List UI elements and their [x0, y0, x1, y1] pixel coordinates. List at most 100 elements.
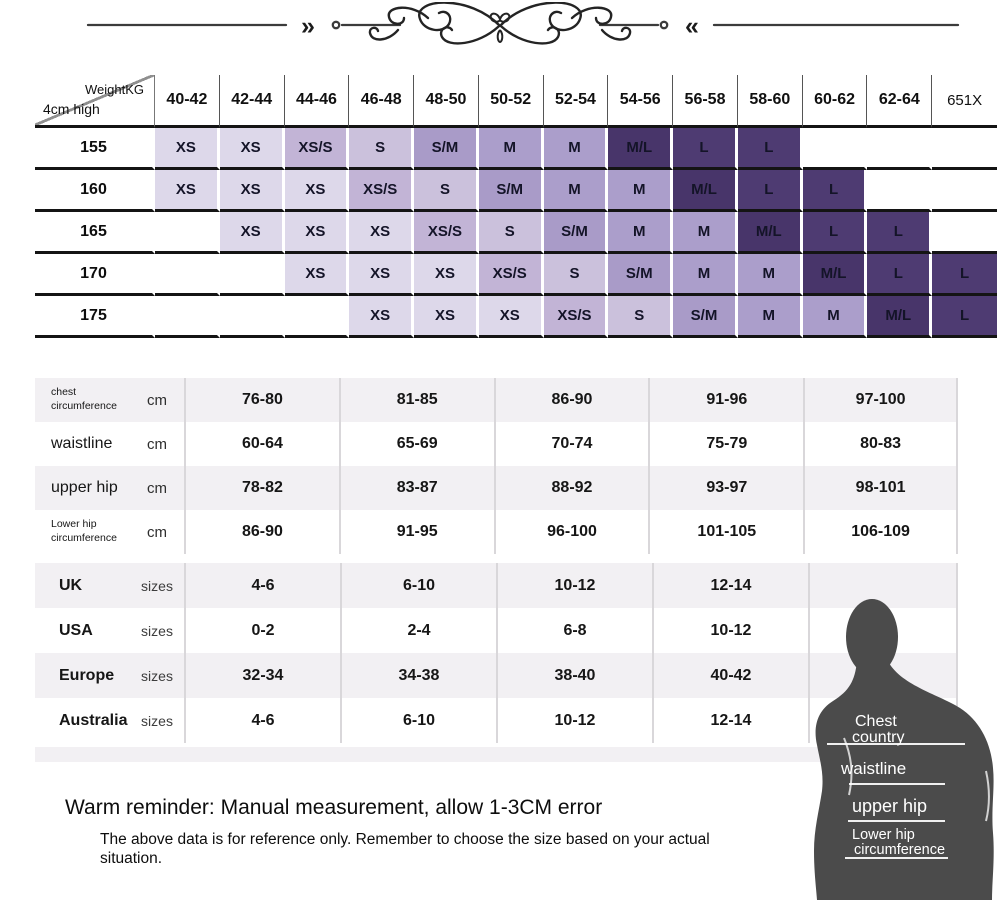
size-cell: M — [737, 296, 803, 338]
corner-height-label: 4cm high — [43, 101, 100, 117]
measurement-label-text: chest circumference — [51, 386, 117, 412]
measurement-value-cell: 106-109 — [803, 510, 958, 554]
measurement-row: chest circumference cm 76-80 81-85 86-90 91-9… — [35, 378, 958, 422]
size-cell: M — [608, 170, 674, 212]
country-label-text: Australia — [59, 711, 128, 729]
weight-header-cell: 58-60 — [737, 75, 803, 128]
unit-label: cm — [130, 422, 184, 466]
country-label: Europe — [35, 653, 130, 698]
size-cell: XS — [284, 212, 350, 254]
sizes-unit-label: sizes — [130, 608, 184, 653]
weight-header-cell: 40-42 — [155, 75, 220, 128]
matrix-header: WeightKG 4cm high 40-42 42-44 44-46 46-48 48-5… — [35, 75, 997, 128]
size-cell: M — [802, 296, 868, 338]
size-cell — [284, 296, 350, 338]
figure-waistline-label: waistline — [840, 759, 906, 778]
measurement-row: waistline cm 60-64 65-69 70-74 75-79 80-83 — [35, 422, 958, 466]
flourish-center-ornament — [489, 12, 511, 44]
size-cell: L — [737, 170, 803, 212]
country-size-value-cell: 10-12 — [652, 608, 808, 653]
size-cell: XS/S — [543, 296, 609, 338]
size-cell: M — [543, 128, 609, 170]
measurement-value-cell: 60-64 — [184, 422, 339, 466]
weight-header-cell: 50-52 — [478, 75, 544, 128]
size-cell — [802, 128, 868, 170]
figure-chest-label: Chest — [855, 713, 897, 730]
measurement-value-cell: 96-100 — [493, 510, 649, 554]
unit-label: cm — [130, 466, 184, 510]
weight-header-cell: 46-48 — [349, 75, 415, 128]
weight-header-cell: 62-64 — [867, 75, 933, 128]
size-cell: S/M — [608, 254, 674, 296]
size-cell: M — [737, 254, 803, 296]
measurement-table-body: chest circumference cm 76-80 81-85 86-90 91-9… — [35, 378, 958, 554]
size-cell: S — [349, 128, 415, 170]
country-size-value-cell: 40-42 — [652, 653, 808, 698]
country-size-value-cell: 32-34 — [184, 653, 340, 698]
figure-country-label: country — [852, 729, 904, 746]
size-cell: L — [867, 254, 933, 296]
country-label: UK — [35, 563, 130, 608]
country-label-text: USA — [59, 621, 93, 639]
size-cell: XS/S — [414, 212, 479, 254]
size-cell — [219, 254, 285, 296]
measurement-value-cell: 75-79 — [648, 422, 804, 466]
size-cell — [219, 296, 285, 338]
measurement-value-cell: 97-100 — [803, 378, 958, 422]
figure-upper-hip-label: upper hip — [852, 796, 927, 816]
weight-header-cell: 48-50 — [414, 75, 479, 128]
figure-measurement-lines — [827, 743, 965, 859]
country-size-row: UK sizes 4-6 6-10 10-12 12-14 — [35, 563, 958, 608]
country-size-value-cell: 6-10 — [340, 698, 496, 743]
measurement-label: Lower hip circumference — [35, 510, 130, 554]
size-cell: M/L — [737, 212, 803, 254]
size-cell: XS — [155, 128, 220, 170]
unit-label: cm — [130, 510, 184, 554]
height-header-cell: 160 — [35, 170, 155, 212]
size-cell — [932, 128, 997, 170]
measurement-value-cell: 80-83 — [803, 422, 958, 466]
weight-header-cell: 54-56 — [608, 75, 674, 128]
flourish-right-hook — [659, 20, 669, 30]
size-cell: XS — [284, 254, 350, 296]
size-cell: M/L — [673, 170, 738, 212]
measurement-row: Lower hip circumference cm 86-90 91-95 96-10… — [35, 510, 958, 554]
size-cell: S — [543, 254, 609, 296]
size-cell — [155, 254, 220, 296]
measurement-value-cell: 101-105 — [648, 510, 804, 554]
size-cell: S — [478, 212, 544, 254]
country-size-value-cell: 6-10 — [340, 563, 496, 608]
size-cell — [155, 296, 220, 338]
size-cell: M/L — [608, 128, 674, 170]
size-cell: XS — [155, 170, 220, 212]
weight-header-cell: 52-54 — [543, 75, 609, 128]
measurement-table: chest circumference cm 76-80 81-85 86-90 91-9… — [35, 378, 958, 554]
measurement-value-cell: 88-92 — [493, 466, 649, 510]
warm-reminder-text: Warm reminder: Manual measurement, allow… — [65, 796, 603, 819]
size-cell: L — [932, 254, 997, 296]
sizes-unit-label: sizes — [130, 698, 184, 743]
height-header-cell: 175 — [35, 296, 155, 338]
sizes-unit-label: sizes — [130, 563, 184, 608]
country-label-text: UK — [59, 576, 83, 594]
size-cell: M — [608, 212, 674, 254]
country-label: Australia — [35, 698, 130, 743]
measurement-value-cell: 91-96 — [648, 378, 804, 422]
measurement-label: chest circumference — [35, 378, 130, 422]
sizes-unit-label: sizes — [130, 653, 184, 698]
size-cell: S/M — [673, 296, 738, 338]
size-cell: S/M — [543, 212, 609, 254]
flourish-left-hook — [331, 20, 341, 30]
size-cell: XS — [219, 170, 285, 212]
size-cell: L — [867, 212, 933, 254]
matrix-row: 175 XS XS XS XS/S S S/M M M M/L L — [35, 296, 997, 338]
measurement-value-cell: 81-85 — [338, 378, 494, 422]
size-cell: S — [414, 170, 479, 212]
size-cell: XS — [219, 128, 285, 170]
measurement-value-cell: 65-69 — [338, 422, 494, 466]
country-label: USA — [35, 608, 130, 653]
size-cell — [867, 170, 933, 212]
country-size-value-cell: 2-4 — [340, 608, 496, 653]
size-cell: XS — [284, 170, 350, 212]
